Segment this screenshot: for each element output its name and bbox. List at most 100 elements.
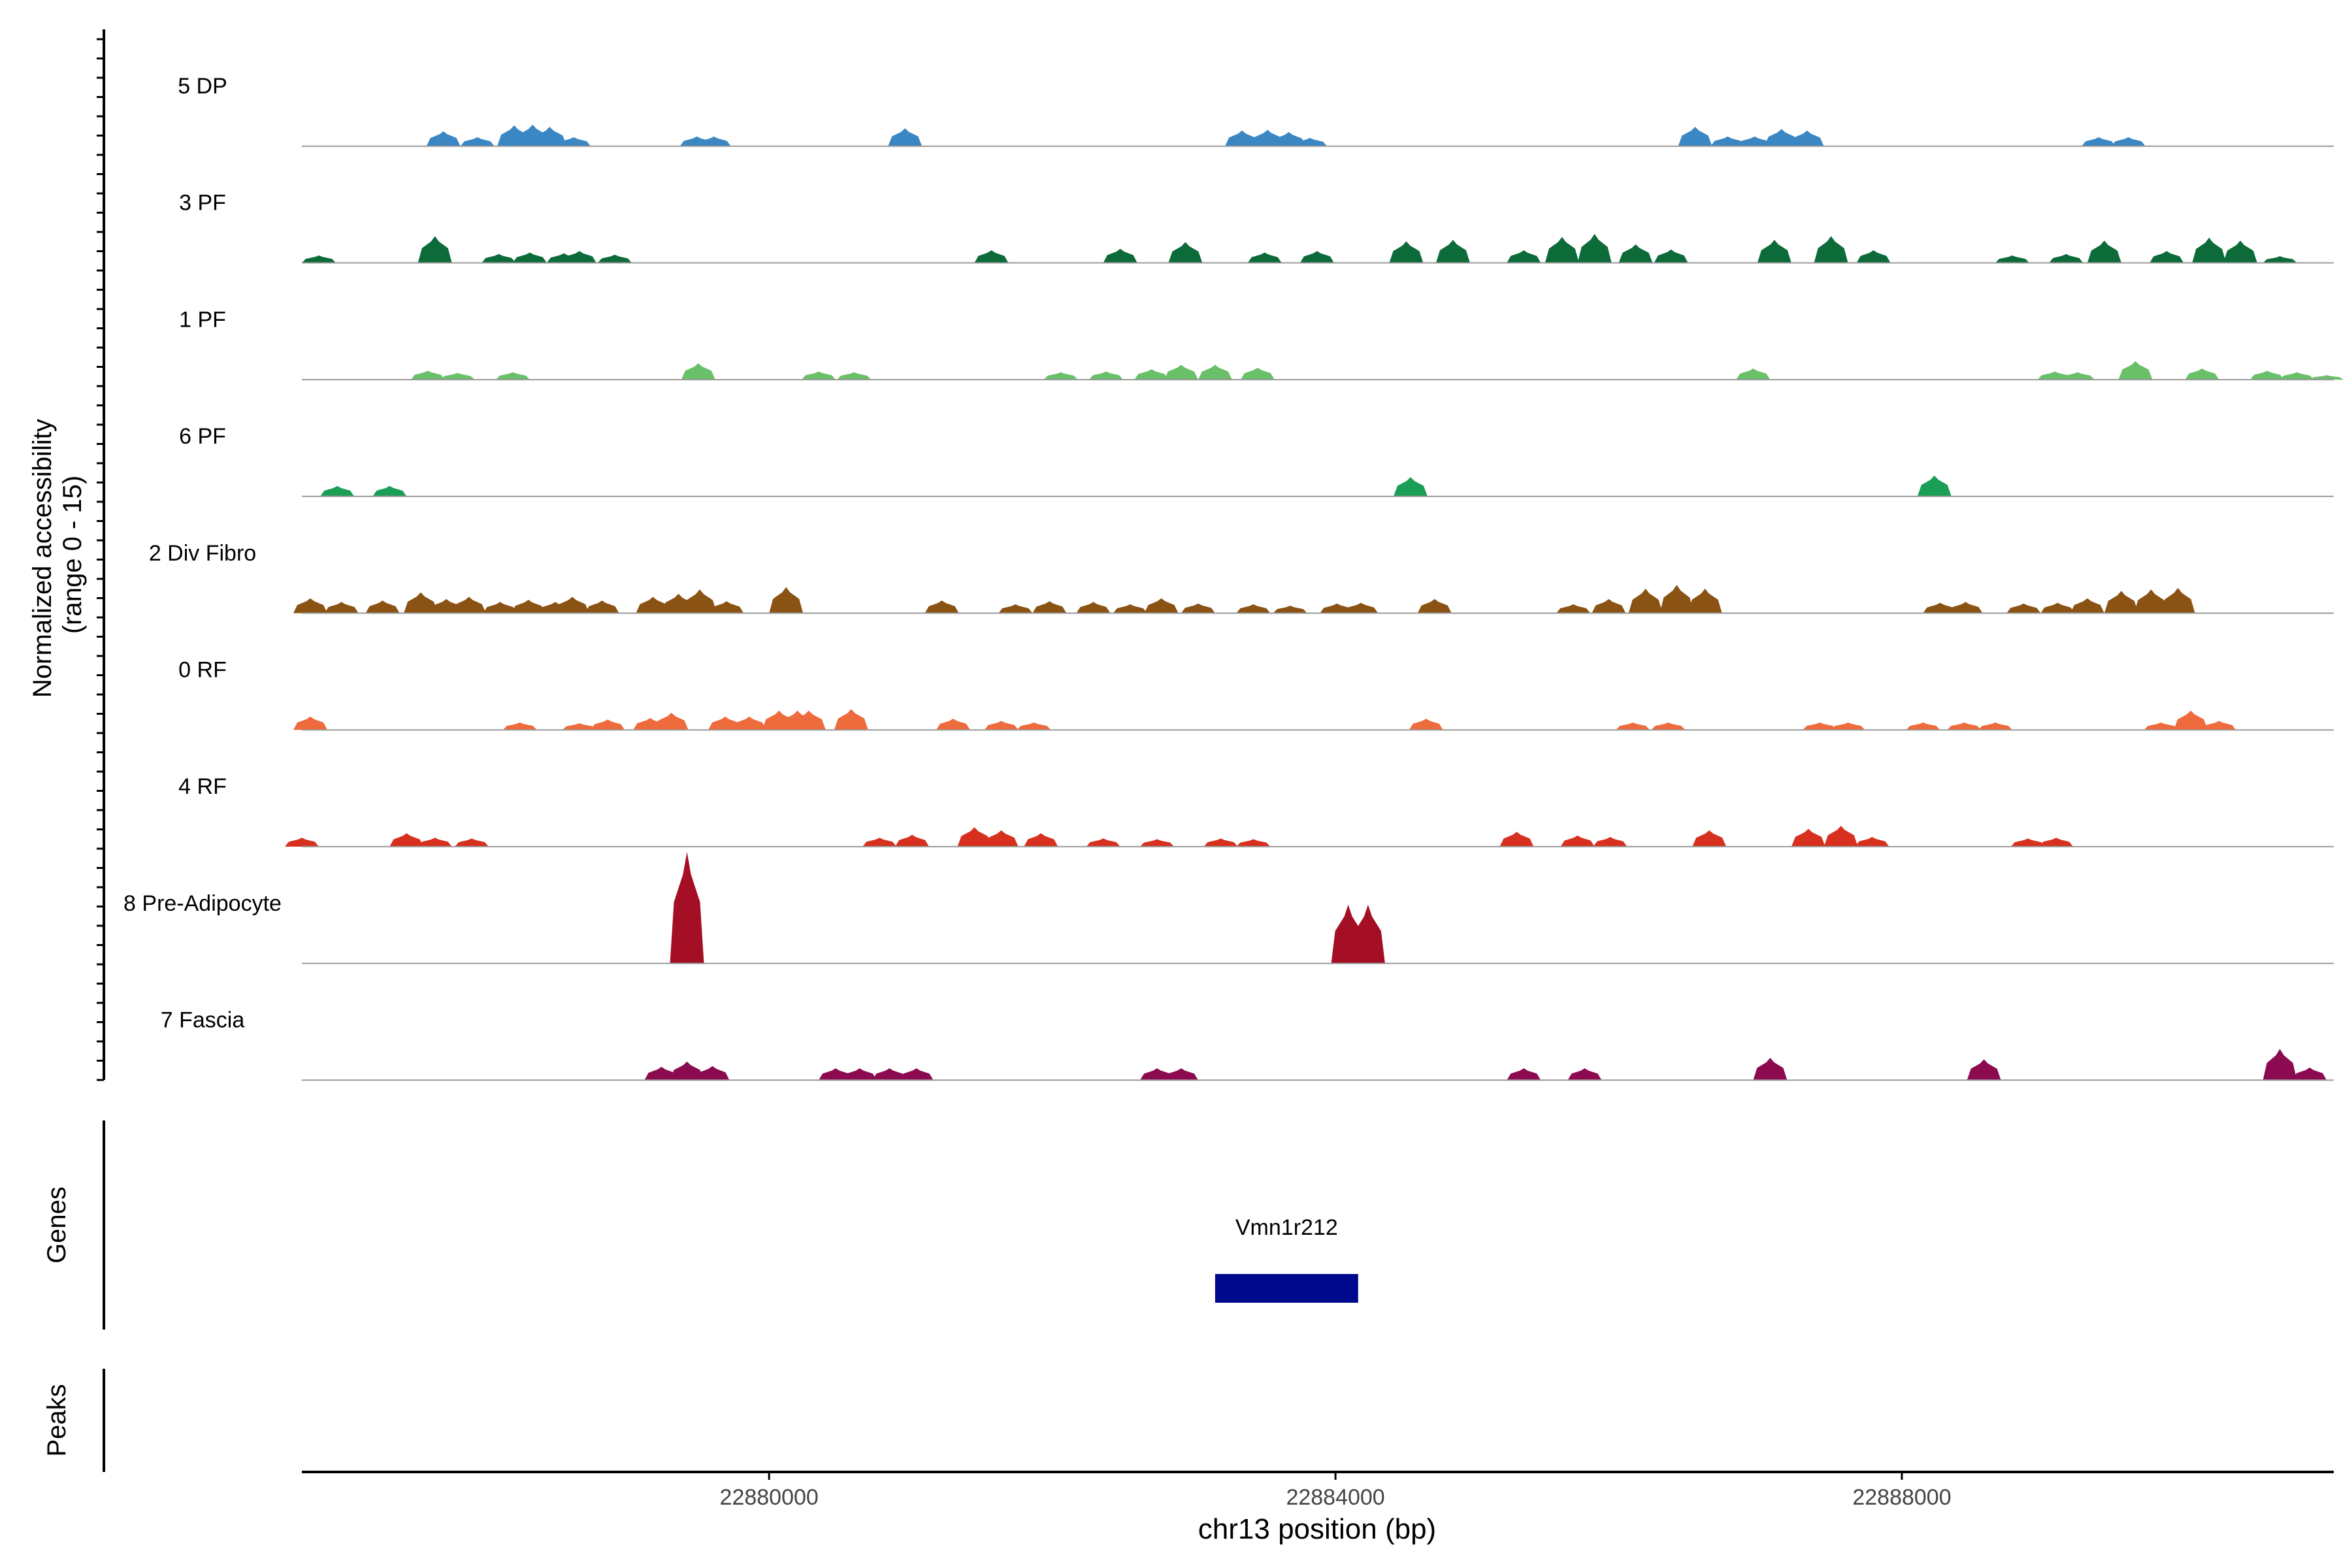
- x-tick-label: 22888000: [1852, 1485, 1951, 1510]
- coverage-peak: [1678, 127, 1712, 146]
- coverage-peak: [455, 838, 489, 847]
- coverage-peak: [302, 255, 336, 263]
- coverage-peak: [562, 251, 596, 263]
- track-0-rf: 0 RF: [178, 658, 2334, 731]
- track-2-div-fibro: 2 Div Fibro: [149, 541, 2334, 614]
- coverage-peak: [1140, 839, 1175, 847]
- track-label: 4 RF: [178, 774, 227, 799]
- coverage-peak: [998, 604, 1033, 613]
- coverage-peak: [1803, 722, 1837, 730]
- coverage-peak: [1947, 722, 1982, 730]
- coverage-peak: [1618, 244, 1653, 263]
- track-label: 5 DP: [178, 74, 227, 99]
- coverage-peak: [834, 709, 868, 730]
- coverage-peak: [2202, 721, 2236, 730]
- coverage-y-ticks: [97, 38, 104, 1081]
- coverage-y-axis: Normalized accessibility (range 0 - 15): [28, 29, 105, 1081]
- coverage-peak: [819, 1068, 853, 1081]
- coverage-peak: [1593, 837, 1627, 847]
- coverage-peak: [2070, 598, 2104, 613]
- coverage-peak: [1560, 835, 1595, 847]
- coverage-peak: [2134, 589, 2168, 613]
- coverage-y-axis-label: Normalized accessibility (range 0 - 15): [28, 412, 87, 698]
- peaks-y-axis-label: Peaks: [42, 1384, 71, 1456]
- coverage-peak: [681, 363, 715, 380]
- coverage-peak: [365, 600, 400, 613]
- coverage-peak: [1978, 722, 2013, 730]
- coverage-peak: [511, 600, 546, 613]
- coverage-peak: [2262, 256, 2297, 263]
- coverage-peak: [2118, 361, 2153, 380]
- coverage-peak: [285, 838, 319, 847]
- coverage-peak: [1043, 372, 1078, 380]
- coverage-peak: [1791, 828, 1825, 847]
- coverage-peak: [670, 851, 704, 964]
- coverage-peak: [2185, 368, 2219, 380]
- coverage-peak: [293, 598, 328, 613]
- coverage-peak: [1737, 136, 1772, 146]
- coverage-peak: [670, 1061, 704, 1081]
- coverage-peak: [682, 589, 717, 613]
- coverage-peak: [2040, 602, 2075, 613]
- coverage-peak: [1086, 838, 1120, 847]
- coverage-peak: [591, 719, 625, 730]
- coverage-peak: [417, 236, 452, 263]
- coverage-peak: [2310, 375, 2344, 380]
- x-axis-label: chr13 position (bp): [1198, 1513, 1436, 1545]
- coverage-peak: [1814, 236, 1848, 263]
- track-label: 0 RF: [178, 658, 227, 683]
- coverage-peak: [2111, 137, 2146, 146]
- coverage-peak: [2049, 253, 2083, 263]
- coverage-peak: [695, 1066, 730, 1081]
- peaks-panel: Peaks: [42, 1369, 105, 1472]
- coverage-peak: [1616, 722, 1650, 730]
- coverage-peak: [1507, 250, 1541, 263]
- coverage-peak: [1247, 252, 1282, 263]
- coverage-peak: [888, 128, 923, 146]
- coverage-peak: [1906, 722, 1940, 730]
- coverage-peak: [404, 592, 438, 613]
- coverage-peak: [1076, 602, 1111, 613]
- coverage-peak: [585, 600, 619, 613]
- coverage-peak: [495, 372, 530, 380]
- coverage-peak: [389, 833, 424, 847]
- x-tick-label: 22884000: [1286, 1485, 1384, 1510]
- coverage-peak: [2104, 591, 2138, 613]
- coverage-peak: [696, 136, 731, 146]
- coverage-peak: [1435, 240, 1470, 263]
- coverage-peak: [895, 834, 930, 847]
- coverage-peak: [1995, 255, 2030, 263]
- x-axis-ticks: 22880000 22884000 22888000: [720, 1472, 1952, 1510]
- coverage-peak: [1789, 130, 1824, 146]
- coverage-peak: [1393, 477, 1428, 497]
- coverage-peak: [1831, 722, 1865, 730]
- coverage-peak: [1592, 598, 1626, 613]
- coverage-peak: [1823, 826, 1858, 847]
- coverage-peak: [974, 250, 1009, 263]
- coverage-peak: [1710, 136, 1745, 146]
- coverage-peak: [1236, 839, 1271, 847]
- coverage-peak: [372, 485, 407, 497]
- track-7-fascia: 7 Fascia: [161, 1008, 2334, 1081]
- coverage-peak: [1499, 832, 1534, 847]
- coverage-peak: [1688, 588, 1722, 613]
- coverage-peak: [2060, 372, 2095, 380]
- coverage-peak: [557, 137, 591, 146]
- coverage-peak: [440, 372, 475, 380]
- coverage-peak: [1024, 833, 1058, 847]
- track-label: 7 Fascia: [161, 1008, 245, 1033]
- coverage-peak: [1140, 1068, 1175, 1081]
- coverage-peak: [1692, 830, 1727, 847]
- coverage-peak: [1753, 1058, 1788, 1081]
- coverage-peak: [1273, 606, 1307, 613]
- coverage-peak: [2192, 237, 2227, 263]
- coverage-peak: [899, 1068, 934, 1081]
- coverage-peak: [872, 1068, 907, 1081]
- coverage-peak: [710, 601, 744, 613]
- x-axis: 22880000 22884000 22888000 chr13 position …: [302, 1471, 2334, 1545]
- coverage-peak: [320, 485, 355, 497]
- coverage-peak: [2279, 372, 2314, 380]
- coverage-peak: [708, 716, 743, 730]
- coverage-peak: [1203, 838, 1238, 847]
